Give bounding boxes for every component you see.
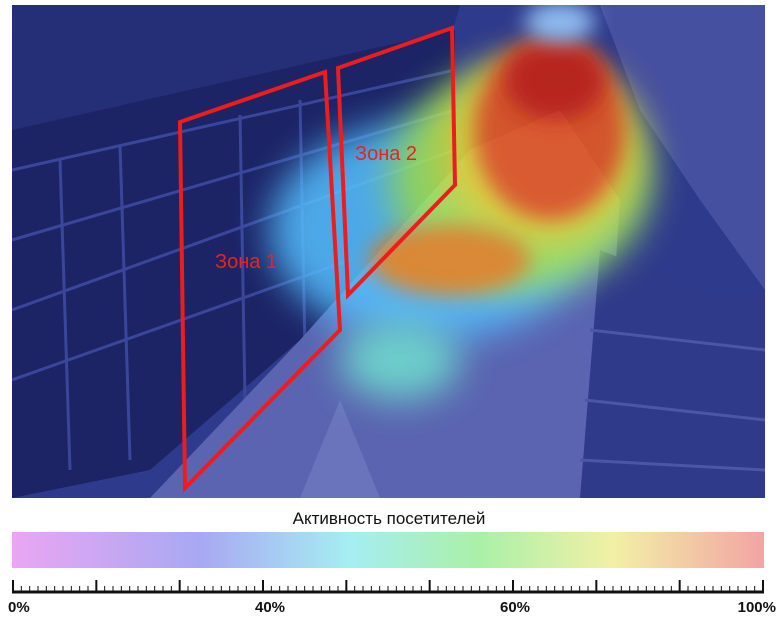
zone-outline[interactable] (177, 69, 343, 493)
zone-label: Зона 2 (355, 143, 417, 165)
scale-label: 100% (738, 599, 776, 616)
heat-overlay (270, 5, 650, 400)
scale-label: 0% (8, 599, 30, 616)
scale-ticks (12, 580, 764, 594)
color-scale (12, 532, 764, 568)
scale-label: 60% (500, 599, 530, 616)
zone-label: Зона 1 (215, 251, 277, 273)
camera-frame: Зона 1 Зона 2 (12, 5, 765, 498)
scale-label: 40% (255, 599, 285, 616)
zone-outline[interactable] (335, 25, 458, 300)
legend-title: Активность посетителей (293, 509, 486, 528)
